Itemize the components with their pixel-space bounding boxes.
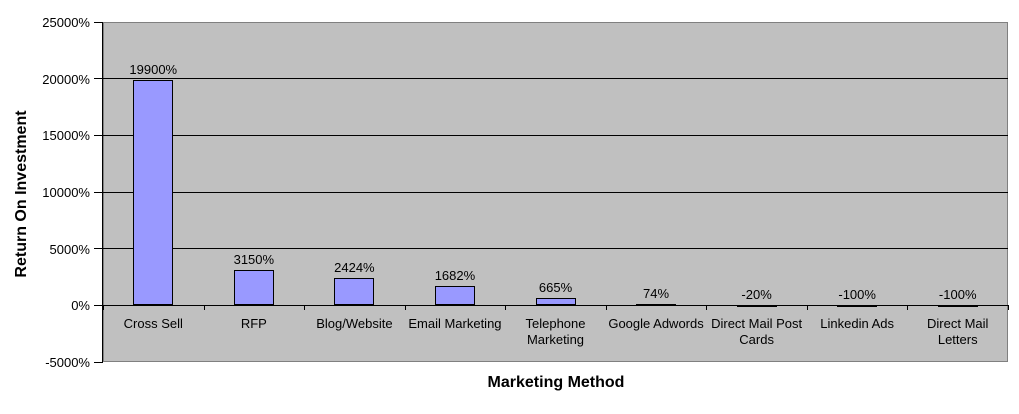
- y-axis-tick: [94, 304, 102, 306]
- bar-data-label: 74%: [643, 286, 670, 302]
- y-axis-tick: [94, 78, 102, 80]
- category-label: Direct Mail Post Cards: [711, 316, 802, 348]
- bar-data-label: 19900%: [129, 61, 178, 77]
- bar: [736, 305, 777, 308]
- bar: [434, 286, 475, 306]
- y-axis-line: [102, 22, 103, 363]
- bar-data-label: 3150%: [233, 251, 275, 267]
- category-label-line: Telephone: [525, 316, 586, 332]
- y-axis-tick: [94, 21, 102, 23]
- category-label: Blog/Website: [316, 316, 392, 332]
- category-label-line: Cards: [739, 332, 774, 348]
- y-axis-tick: [94, 134, 102, 136]
- x-axis-tick: [907, 305, 909, 311]
- y-tick-label: 15000%: [42, 128, 90, 144]
- x-axis-tick: [505, 305, 507, 311]
- category-label-line: Google Adwords: [608, 316, 704, 332]
- category-label: Telephone Marketing: [526, 316, 586, 348]
- bar-data-label: 1682%: [434, 268, 476, 284]
- category-label: Email Marketing: [408, 316, 501, 332]
- x-axis-tick: [304, 305, 306, 311]
- category-label-line: Letters: [937, 332, 978, 348]
- bar: [937, 305, 978, 308]
- bar-data-label: -100%: [838, 287, 876, 303]
- bar-data-label: 2424%: [334, 259, 375, 275]
- bar: [334, 277, 375, 306]
- x-axis-tick: [806, 305, 808, 311]
- category-label: Cross Sell: [124, 316, 183, 332]
- category-label: RFP: [241, 316, 267, 332]
- category-label-line: Marketing: [526, 332, 585, 348]
- y-tick-label: 5000%: [49, 241, 90, 257]
- y-tick-label: 25000%: [42, 15, 90, 30]
- category-label-line: Cross Sell: [123, 316, 183, 332]
- gridline: [103, 134, 1008, 136]
- category-label: Direct Mail Letters: [927, 316, 988, 348]
- y-axis-tick: [94, 248, 102, 250]
- gridline: [103, 248, 1008, 250]
- bar: [133, 79, 174, 306]
- category-label-line: Email Marketing: [408, 316, 502, 332]
- x-axis-tick: [706, 305, 708, 311]
- bar: [233, 269, 274, 306]
- x-axis-tick: [203, 305, 205, 311]
- bar: [837, 305, 878, 308]
- x-axis-tick: [103, 305, 104, 311]
- y-axis-tick: [94, 191, 102, 193]
- y-tick-label: 20000%: [42, 71, 90, 87]
- gridline: [103, 78, 1008, 80]
- y-tick-label: 0%: [71, 298, 90, 314]
- category-label-line: Direct Mail: [927, 316, 989, 332]
- x-axis-tick: [1008, 305, 1009, 311]
- category-label: Linkedin Ads: [820, 316, 894, 332]
- bar: [535, 297, 576, 306]
- category-label-line: Direct Mail Post: [711, 316, 803, 332]
- y-axis-tick: [94, 361, 102, 363]
- bar-data-label: -20%: [741, 287, 772, 303]
- bar-data-label: -100%: [938, 287, 977, 303]
- category-label-line: Linkedin Ads: [820, 316, 895, 332]
- x-axis-title: Marketing Method: [487, 374, 625, 391]
- category-label-line: RFP: [240, 316, 267, 332]
- category-label: Google Adwords: [608, 316, 703, 332]
- bar-data-label: 665%: [538, 279, 573, 295]
- bar: [636, 304, 677, 307]
- gridline: [103, 304, 1008, 306]
- y-tick-label: 10000%: [42, 185, 90, 200]
- x-axis-tick: [605, 305, 607, 311]
- y-tick-label: -5000%: [45, 355, 90, 370]
- gridline: [103, 191, 1008, 193]
- x-axis-tick: [404, 305, 406, 311]
- category-label-line: Blog/Website: [316, 316, 393, 332]
